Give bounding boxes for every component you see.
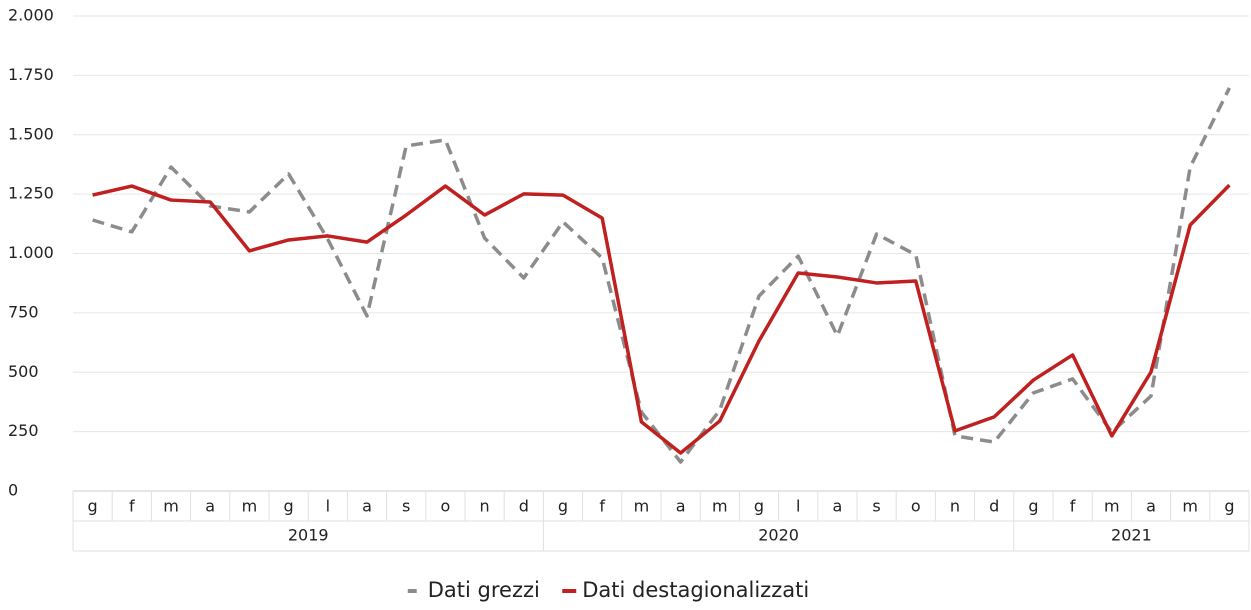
x-tick-label: a xyxy=(676,497,686,516)
y-tick-label: 1.250 xyxy=(8,184,54,203)
x-tick-label: a xyxy=(362,497,372,516)
x-tick-label: d xyxy=(519,497,529,516)
x-tick-label: m xyxy=(712,497,728,516)
group-label: 2020 xyxy=(758,526,799,545)
x-tick-label: m xyxy=(242,497,258,516)
x-tick-label: g xyxy=(558,497,568,516)
y-tick-label: 500 xyxy=(8,362,39,381)
group-label: 2021 xyxy=(1111,526,1152,545)
x-tick-label: d xyxy=(989,497,999,516)
x-tick-label: g xyxy=(1224,497,1234,516)
series-line xyxy=(92,183,1231,455)
x-tick-label: g xyxy=(284,497,294,516)
x-tick-label: g xyxy=(1028,497,1038,516)
group-label: 2019 xyxy=(288,526,329,545)
x-tick-label: f xyxy=(129,497,135,516)
x-tick-label: l xyxy=(326,497,330,516)
y-tick-label: 1.500 xyxy=(8,124,54,143)
y-tick-label: 2.000 xyxy=(8,6,54,25)
y-tick-label: 1.000 xyxy=(8,243,54,262)
x-tick-label: a xyxy=(832,497,842,516)
x-tick-label: f xyxy=(599,497,605,516)
y-tick-label: 250 xyxy=(8,421,39,440)
x-tick-label: m xyxy=(163,497,179,516)
x-tick-label: l xyxy=(796,497,800,516)
x-tick-label: a xyxy=(1146,497,1156,516)
x-tick-label: g xyxy=(88,497,98,516)
x-tick-label: m xyxy=(634,497,650,516)
legend-label: Dati destagionalizzati xyxy=(582,578,809,602)
y-tick-label: 1.750 xyxy=(8,65,54,84)
x-tick-label: n xyxy=(950,497,960,516)
y-tick-label: 750 xyxy=(8,302,39,321)
x-tick-label: f xyxy=(1070,497,1076,516)
legend-label: Dati grezzi xyxy=(428,578,540,602)
x-tick-label: a xyxy=(205,497,215,516)
x-tick-label: s xyxy=(402,497,410,516)
x-tick-label: o xyxy=(911,497,921,516)
x-tick-label: n xyxy=(480,497,490,516)
x-tick-label: m xyxy=(1104,497,1120,516)
x-tick-label: m xyxy=(1182,497,1198,516)
y-tick-label: 0 xyxy=(8,481,18,500)
x-tick-label: s xyxy=(872,497,880,516)
x-tick-label: o xyxy=(441,497,451,516)
series-line xyxy=(92,87,1231,464)
x-tick-label: g xyxy=(754,497,764,516)
